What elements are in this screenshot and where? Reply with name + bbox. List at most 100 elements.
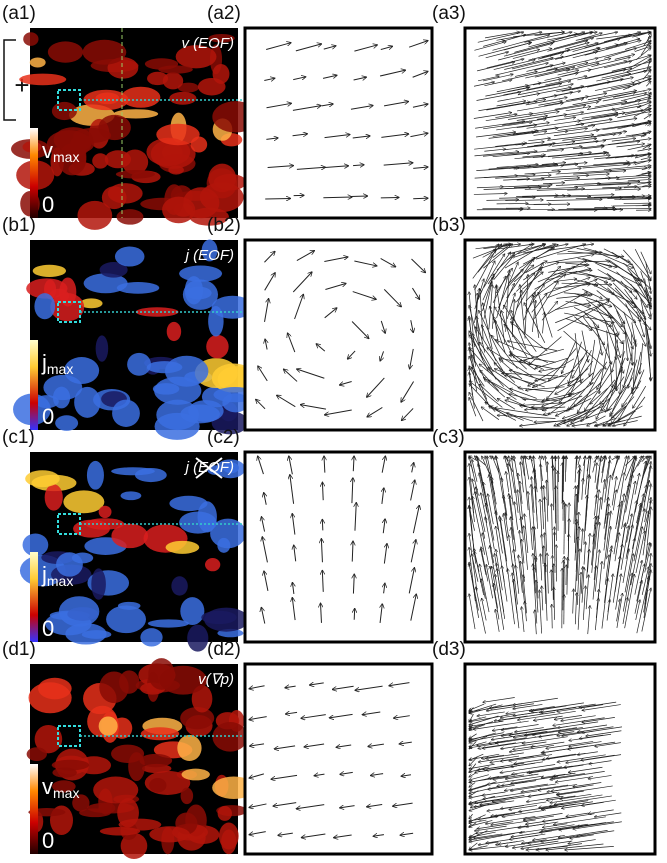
vector-arrow: [594, 516, 598, 550]
vector-arrow: [525, 97, 567, 106]
map-blob: [168, 165, 184, 175]
vector-arrow: [573, 316, 592, 331]
map-blob: [25, 470, 60, 488]
vector-arrow: [616, 177, 651, 180]
vector-arrow: [616, 271, 651, 304]
panel-label: (a3): [432, 3, 466, 24]
vector-arrow: [593, 522, 600, 580]
vector-arrow: [567, 557, 568, 595]
vector-arrow: [604, 460, 610, 503]
vector-arrow: [479, 364, 514, 393]
vector-arrow: [297, 369, 325, 379]
panel-label: (d3): [432, 639, 466, 660]
vector-arrow: [524, 526, 528, 570]
vector-arrow: [599, 343, 609, 393]
map-blob: [98, 505, 112, 518]
vector-arrow: [517, 84, 573, 96]
vector-arrow: [523, 575, 527, 614]
vector-arrow: [541, 163, 566, 165]
vector-arrow: [534, 69, 570, 78]
map-blob: [149, 777, 167, 793]
map-blob: [23, 32, 39, 46]
vector-arrow: [324, 409, 352, 415]
vector-arrow: [469, 562, 479, 619]
vector-arrow: [577, 361, 608, 413]
panel-label: (d1): [2, 639, 36, 660]
vector-arrow: [493, 255, 515, 280]
vector-arrow: [506, 472, 510, 493]
vector-arrow: [496, 101, 526, 107]
vector-arrow: [482, 244, 507, 258]
vector-arrow: [624, 109, 651, 115]
vector-arrow: [296, 167, 325, 169]
map-blob: [115, 169, 155, 179]
vector-arrow: [627, 179, 651, 180]
vector-arrow: [544, 73, 578, 81]
vector-arrow: [512, 290, 522, 322]
vector-arrow: [553, 270, 592, 275]
vector-arrow: [552, 504, 553, 555]
vector-arrow: [585, 575, 589, 610]
vector-arrow: [382, 488, 384, 505]
vector-arrow: [295, 44, 322, 52]
vector-arrow: [521, 607, 525, 633]
vector-arrow: [602, 186, 637, 187]
vector-arrow: [481, 547, 489, 582]
vector-arrow: [520, 561, 525, 604]
vector-field: [463, 450, 657, 644]
map-blob: [140, 628, 163, 647]
vector-arrow: [410, 480, 415, 501]
vector-arrow: [557, 125, 594, 131]
vector-arrow: [607, 197, 651, 198]
vector-arrow: [475, 492, 486, 539]
vector-arrow: [347, 350, 356, 359]
vector-arrow: [568, 272, 611, 279]
vector-arrow: [513, 186, 550, 187]
vector-arrow: [565, 140, 606, 146]
map-blob: [204, 558, 221, 572]
vector-arrow: [545, 76, 586, 86]
vector-arrow: [469, 292, 475, 347]
vector-arrow: [596, 74, 630, 82]
vector-arrow: [573, 589, 574, 614]
vector-arrow: [548, 348, 577, 381]
vector-arrow: [604, 44, 651, 59]
vector-arrow: [353, 77, 367, 80]
vector-arrow: [541, 124, 584, 131]
vector-arrow: [353, 574, 354, 594]
vector-arrow: [509, 494, 517, 551]
vector-arrow: [296, 251, 315, 262]
vector-arrow: [516, 83, 541, 89]
map-blob: [149, 826, 190, 843]
vector-arrow: [532, 370, 575, 387]
vector-arrow: [537, 53, 563, 60]
vector-arrow: [410, 133, 428, 138]
vector-field: [463, 662, 657, 856]
vector-arrow: [584, 153, 606, 156]
map-blob: [197, 77, 226, 96]
vector-arrow: [383, 289, 401, 306]
vector-arrow: [547, 244, 594, 251]
vector-arrow: [531, 300, 535, 333]
vector-arrow: [574, 486, 575, 524]
vector-arrow: [581, 113, 618, 119]
vector-arrow: [540, 554, 541, 581]
vector-arrow: [555, 62, 588, 71]
vector-arrow: [261, 607, 266, 624]
vector-arrow: [482, 456, 490, 474]
vector-arrow: [582, 288, 602, 299]
vector-arrow: [519, 348, 564, 361]
vector-arrow: [614, 106, 641, 111]
vector-arrow: [507, 569, 515, 625]
vector-arrow: [512, 132, 535, 136]
vector-arrow: [469, 348, 505, 387]
vector-arrow: [607, 139, 651, 145]
map-blob: [120, 491, 142, 501]
vector-arrow: [509, 456, 516, 494]
scale-symbol: j: [41, 562, 47, 587]
vector-arrow: [561, 282, 612, 285]
vector-arrow: [500, 518, 508, 562]
map-blob: [26, 278, 68, 299]
vector-arrow: [525, 601, 527, 622]
vector-arrow: [553, 130, 599, 137]
